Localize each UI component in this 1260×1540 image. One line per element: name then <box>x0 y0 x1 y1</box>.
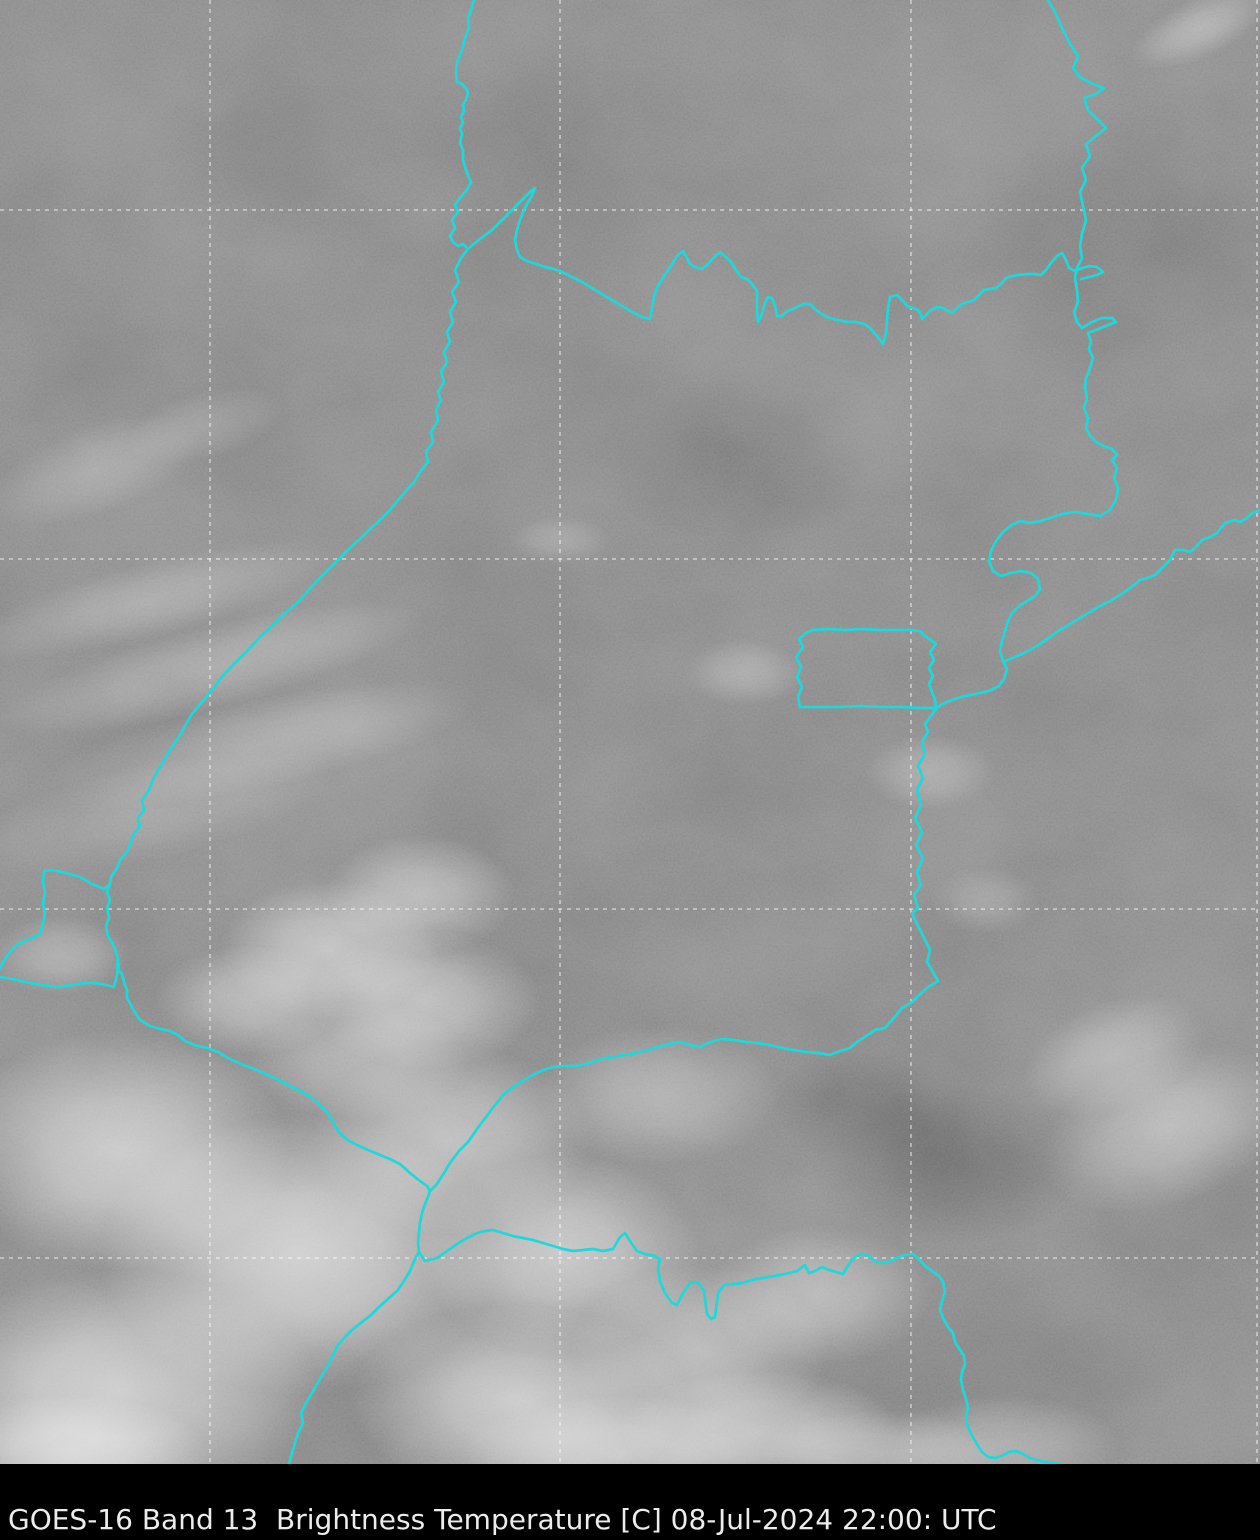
caption-bar: GOES-16 Band 13 Brightness Temperature [… <box>0 1464 1260 1540</box>
border-south-border <box>417 1228 1062 1464</box>
border-west-river-border <box>104 0 476 1464</box>
border-west-loop-lower <box>0 962 121 989</box>
latlon-gridlines <box>0 0 1260 1464</box>
map-overlay <box>0 0 1260 1464</box>
caption-text: GOES-16 Band 13 Brightness Temperature [… <box>8 1503 997 1536</box>
border-inner-rectangle-boundary <box>794 627 938 710</box>
border-west-loop-upper <box>0 868 112 971</box>
border-central-east-border <box>466 186 1105 346</box>
state-borders <box>0 0 1260 1464</box>
border-east-river-border <box>848 0 1120 1050</box>
border-southeast-diagonal-border <box>428 1037 852 1193</box>
satellite-image <box>0 0 1260 1464</box>
border-right-edge-border-segment <box>1003 508 1260 663</box>
